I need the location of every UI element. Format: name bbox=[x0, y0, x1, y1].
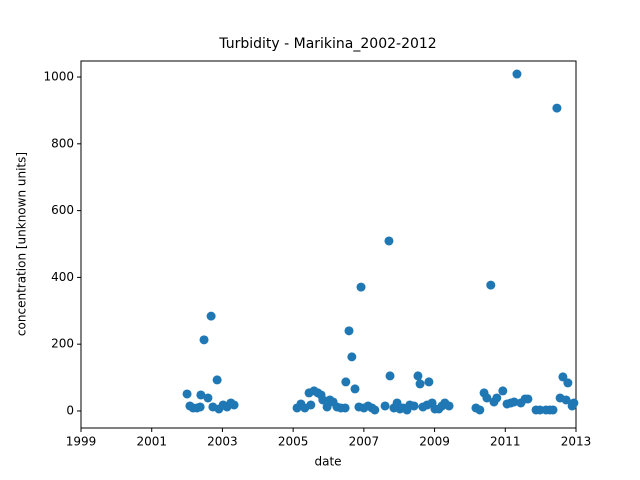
point bbox=[512, 69, 522, 79]
x-tick-label: 2001 bbox=[136, 435, 167, 449]
x-tick-label: 2007 bbox=[349, 435, 380, 449]
point bbox=[482, 393, 492, 403]
point bbox=[523, 394, 533, 404]
point bbox=[229, 400, 239, 410]
point bbox=[196, 390, 206, 400]
x-tick-label: 2013 bbox=[561, 435, 592, 449]
point bbox=[306, 400, 316, 410]
point bbox=[199, 335, 209, 345]
point bbox=[552, 103, 562, 113]
point bbox=[561, 395, 571, 405]
y-tick-label: 600 bbox=[51, 203, 74, 217]
point bbox=[424, 377, 434, 387]
point bbox=[356, 282, 366, 292]
x-axis-label: date bbox=[314, 455, 341, 469]
x-tick-label: 2003 bbox=[207, 435, 238, 449]
y-tick-label: 400 bbox=[51, 270, 74, 284]
point bbox=[409, 401, 419, 411]
point bbox=[492, 393, 502, 403]
point bbox=[548, 405, 558, 415]
point bbox=[350, 384, 360, 394]
x-tick-label: 2011 bbox=[490, 435, 521, 449]
point bbox=[340, 403, 350, 413]
y-axis-label: concentration [unknown units] bbox=[15, 152, 29, 336]
y-tick-label: 800 bbox=[51, 136, 74, 150]
plot-frame bbox=[80, 60, 577, 429]
point bbox=[322, 402, 332, 412]
x-tick-label: 1999 bbox=[66, 435, 97, 449]
chart-title: Turbidity - Marikina_2002-2012 bbox=[218, 36, 436, 52]
point bbox=[509, 397, 519, 407]
point bbox=[347, 352, 357, 362]
x-tick-label: 2005 bbox=[278, 435, 309, 449]
point bbox=[182, 389, 192, 399]
point bbox=[344, 326, 354, 336]
point bbox=[370, 405, 380, 415]
y-tick-label: 1000 bbox=[43, 70, 74, 84]
point bbox=[498, 386, 508, 396]
point bbox=[385, 371, 395, 381]
point bbox=[569, 398, 579, 408]
point bbox=[341, 377, 351, 387]
point bbox=[486, 280, 496, 290]
point bbox=[413, 371, 423, 381]
point bbox=[558, 372, 568, 382]
point bbox=[444, 401, 454, 411]
point bbox=[206, 311, 216, 321]
point bbox=[203, 393, 213, 403]
point bbox=[195, 402, 205, 412]
point bbox=[415, 379, 425, 389]
y-tick-label: 0 bbox=[66, 403, 74, 417]
y-tick-label: 200 bbox=[51, 337, 74, 351]
point bbox=[563, 378, 573, 388]
point bbox=[475, 405, 485, 415]
point bbox=[318, 395, 328, 405]
point bbox=[212, 375, 222, 385]
x-tick-label: 2009 bbox=[419, 435, 450, 449]
point bbox=[384, 236, 394, 246]
point bbox=[380, 401, 390, 411]
